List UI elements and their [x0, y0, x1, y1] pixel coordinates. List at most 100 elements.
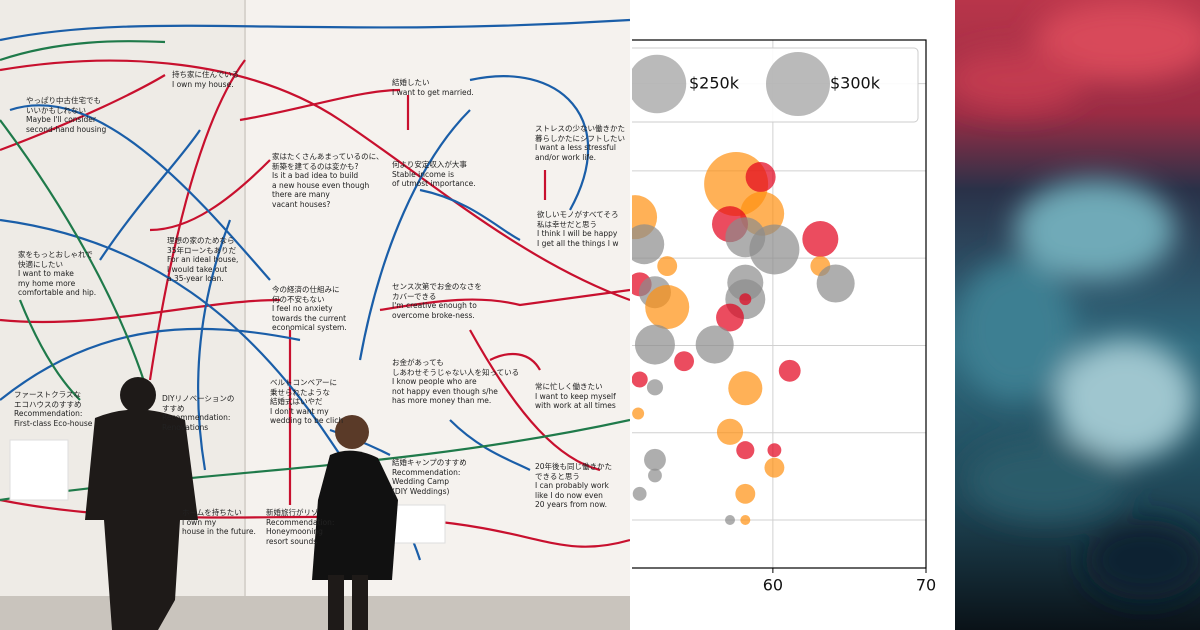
wall-label-line: with work at all times [535, 401, 616, 410]
wall-label-line: ファーストクラスな [14, 390, 81, 399]
wall-label-line: comfortable and hip. [18, 288, 97, 297]
bubble [749, 224, 800, 275]
wall-label-line: 結婚キャンプのすすめ [392, 458, 467, 467]
wall-label-line: 20 years from now. [535, 500, 607, 509]
wall-label: 家はたくさんあまっているのに、 新築を建てるのは変かも? Is it a bad i… [272, 152, 383, 209]
wall-label-line: 結婚式はいやだ [270, 397, 323, 406]
wall-label-line: I want to keep myself [535, 391, 616, 401]
legend-bubble [766, 52, 830, 116]
bubble [644, 448, 666, 471]
x-tick-label: 70 [916, 576, 936, 595]
panel-box [9, 439, 69, 501]
wall-label-line: First-class Eco-house [14, 418, 93, 428]
wall-label-line: I own my house. [172, 79, 234, 89]
wall-label-line: 新築を建てるのは変かも? [272, 161, 359, 171]
wall-label-line: overcome broke-ness. [392, 310, 475, 320]
wall-label-line: second-hand housing [26, 124, 107, 134]
bubbles [632, 152, 855, 525]
wall-label-line: やっぱり中古住宅でも [26, 96, 101, 105]
wall-label-line: 35年ローンもありだ [167, 245, 237, 255]
wall-label-line: DIYリノベーションの [162, 394, 235, 403]
wall-label-line: 何の不安もない [272, 294, 325, 304]
wall-label-line: vacant houses? [272, 199, 331, 209]
wall-label-line: いいかもしれない [26, 105, 86, 115]
wall-label: ファーストクラスな エコハウスのすすめ Recommendation: First-c… [14, 390, 92, 428]
wall-label-line: 暮らしかたにシフトしたい [535, 133, 625, 143]
wall-label-line: has more money than me. [392, 396, 492, 405]
wall-label-line: like I do now even [535, 490, 603, 500]
wall-label-line: Is it a bad idea to build [272, 171, 359, 180]
bubble [736, 441, 755, 460]
wall-label-line: there are many [272, 190, 330, 199]
bubble [716, 418, 744, 445]
bubble [632, 486, 647, 501]
wall-label: ホームを持ちたい I own my house in the future. [182, 508, 256, 537]
wall-label-line: (DIY Weddings) [392, 486, 450, 496]
plot-frame [632, 39, 927, 569]
wall-label-line: ホームを持ちたい [182, 508, 242, 517]
wall-label-line: I want a less stressful [535, 143, 616, 152]
wall-label-line: 今の経済の仕組みに [272, 285, 340, 294]
wall-label: 今の経済の仕組みに 何の不安もない I feel no anxiety towards… [272, 285, 347, 333]
bubble [735, 483, 756, 504]
exhibition-photo: 持ち家に住んでいる I own my house. やっぱり中古住宅でも いいかもしれ… [0, 0, 630, 630]
wall-label-line: 20年後も同じ働きかた [535, 462, 613, 471]
wall-label-line: 新婚旅行がリゾ [266, 508, 319, 517]
wall-label: 20年後も同じ働きかた できると思う I can probably work like… [535, 462, 612, 510]
wall-label-line: I don't want my [270, 406, 329, 416]
wall-label-line: Recommendation: [392, 467, 461, 477]
wall-label-line: Wedding Camp [392, 477, 449, 486]
x-tick-label: 60 [763, 576, 783, 595]
wall-label-line: 理想の家のためなら [167, 236, 235, 245]
wall-label-line: I would take out [167, 264, 228, 274]
legend: $250k $300k [632, 47, 919, 123]
wall-label: 何より安定収入が大事 Stable income is of utmost impo… [392, 160, 476, 189]
wall-label: 持ち家に住んでいる I own my house. [172, 70, 239, 89]
bubble [740, 515, 751, 525]
bubble-chart: 60 70 $250k $300k [632, 0, 955, 630]
bubble [745, 162, 776, 193]
wall-label-line: できると思う [535, 471, 580, 481]
wall-label-line: I can probably work [535, 481, 609, 490]
wall-label-line: I get all the things I w [537, 238, 619, 248]
bubble [646, 379, 664, 396]
bubble [767, 443, 782, 458]
wall-label-line: Renovations [162, 422, 209, 432]
fluid-swirls [955, 0, 1200, 600]
wall-label-line: エコハウスのすすめ [14, 399, 82, 409]
bubble [695, 325, 734, 364]
wall-label-line: I own my [182, 517, 217, 527]
visitors [85, 377, 398, 630]
wall-label-line: I'm creative enough to [392, 301, 477, 310]
bubble [648, 468, 662, 483]
bubble [634, 324, 675, 365]
wall-label-line: 家をもっとおしゃれで [18, 250, 93, 259]
wall-label-line: Recommendation: [14, 409, 83, 418]
wall-label-line: and/or work life. [535, 152, 597, 162]
wall-label-line: wedding to be clich [270, 416, 344, 425]
bubble [632, 224, 665, 265]
bubble [632, 407, 645, 420]
wall-label-line: Maybe I'll consider [26, 115, 97, 124]
wall-label-line: house in the future. [182, 527, 256, 536]
legend-bubble [632, 54, 687, 114]
wall-label-line: 家はたくさんあまっているのに、 [272, 152, 384, 161]
bubble [725, 515, 735, 525]
wall-label: 家をもっとおしゃれで 快適にしたい I want to make my home mo… [18, 250, 96, 298]
bubble [778, 359, 801, 382]
wall-label-line: すすめ [162, 403, 185, 413]
wall-label-line: 常に忙しく働きたい [535, 382, 603, 391]
arrows [0, 18, 630, 561]
wall-label: センス次第でお金のなさを カバーできる I'm creative enough to… [392, 282, 482, 320]
wall-label-line: 私は幸せだと思う [537, 219, 597, 229]
wall-drawing [0, 0, 630, 630]
fluid-image [955, 0, 1200, 630]
wall-label-line: ベルトコンベアーに [270, 378, 338, 387]
wall-label: 常に忙しく働きたい I want to keep myself with work … [535, 382, 616, 411]
wall-label: 新婚旅行がリゾ Recommendation: Honeymooning resort… [266, 508, 334, 546]
wall-label-line: For an ideal house, [167, 255, 239, 264]
wall-label-line: I want to make [18, 269, 74, 278]
legend-label: $300k [830, 74, 881, 93]
legend-label: $250k [689, 74, 740, 93]
